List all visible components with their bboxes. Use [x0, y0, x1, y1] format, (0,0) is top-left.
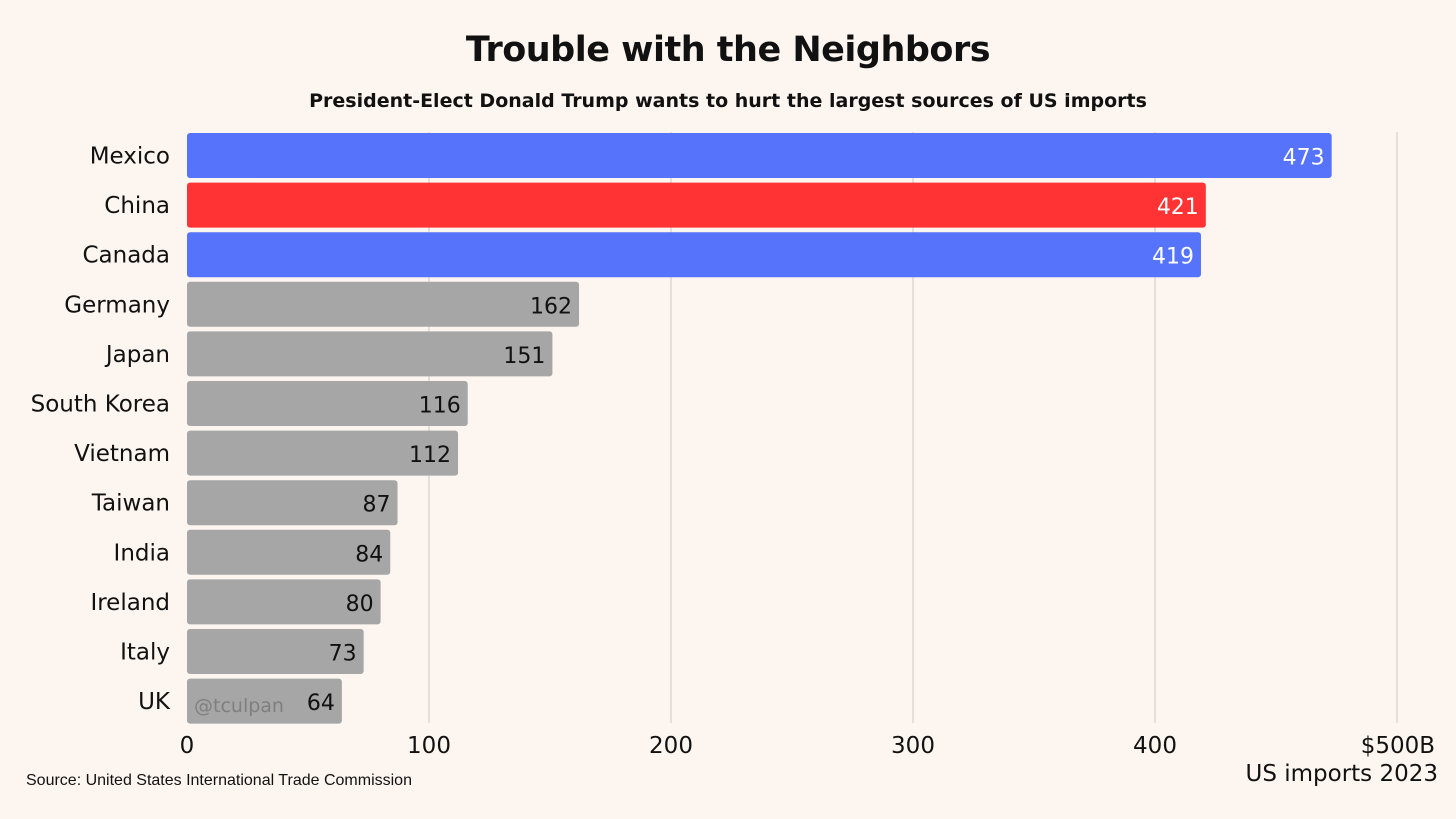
bar-canada: [187, 232, 1201, 277]
bar-germany: [187, 282, 579, 327]
category-label-china: China: [104, 193, 170, 219]
value-label-china: 421: [1157, 195, 1199, 220]
x-axis-ticks: 0 100 200 300 400 $500B: [180, 733, 1435, 759]
x-tick-label-300: 300: [891, 733, 935, 759]
category-label-south-korea: South Korea: [31, 392, 170, 418]
value-label-uk: 64: [307, 691, 335, 716]
bar-mexico: [187, 133, 1332, 178]
category-label-mexico: Mexico: [90, 144, 170, 170]
value-label-canada: 419: [1152, 245, 1194, 270]
value-label-india: 84: [355, 542, 383, 567]
value-label-italy: 73: [329, 642, 357, 667]
category-labels: Mexico China Canada Germany Japan South Korea…: [31, 144, 171, 716]
value-labels: 473 421 419 162 151 116 112 87 84 80 73 64: [307, 146, 1325, 717]
value-label-taiwan: 87: [363, 493, 391, 518]
x-tick-label-400: 400: [1133, 733, 1177, 759]
x-tick-label-500: $500B: [1361, 733, 1435, 759]
category-label-ireland: Ireland: [90, 590, 170, 616]
value-label-japan: 151: [503, 344, 545, 369]
bar-japan: [187, 331, 552, 376]
category-label-uk: UK: [138, 689, 171, 715]
category-label-japan: Japan: [104, 342, 170, 368]
value-label-mexico: 473: [1283, 146, 1325, 171]
x-tick-label-200: 200: [649, 733, 693, 759]
x-axis-label: US imports 2023: [1245, 761, 1438, 787]
value-label-germany: 162: [530, 294, 572, 319]
bars: [187, 133, 1332, 724]
value-label-south-korea: 116: [419, 394, 461, 419]
category-label-italy: Italy: [120, 640, 170, 666]
x-tick-label-100: 100: [407, 733, 451, 759]
category-label-india: India: [114, 540, 170, 566]
category-label-vietnam: Vietnam: [74, 441, 170, 467]
x-tick-label-0: 0: [180, 733, 195, 759]
value-label-vietnam: 112: [409, 443, 451, 468]
category-label-taiwan: Taiwan: [91, 491, 170, 517]
value-label-ireland: 80: [346, 592, 374, 617]
bar-china: [187, 183, 1206, 228]
source-note: Source: United States International Trad…: [26, 772, 412, 790]
category-label-canada: Canada: [82, 243, 170, 269]
watermark: @tculpan: [194, 695, 284, 717]
category-label-germany: Germany: [64, 292, 170, 318]
